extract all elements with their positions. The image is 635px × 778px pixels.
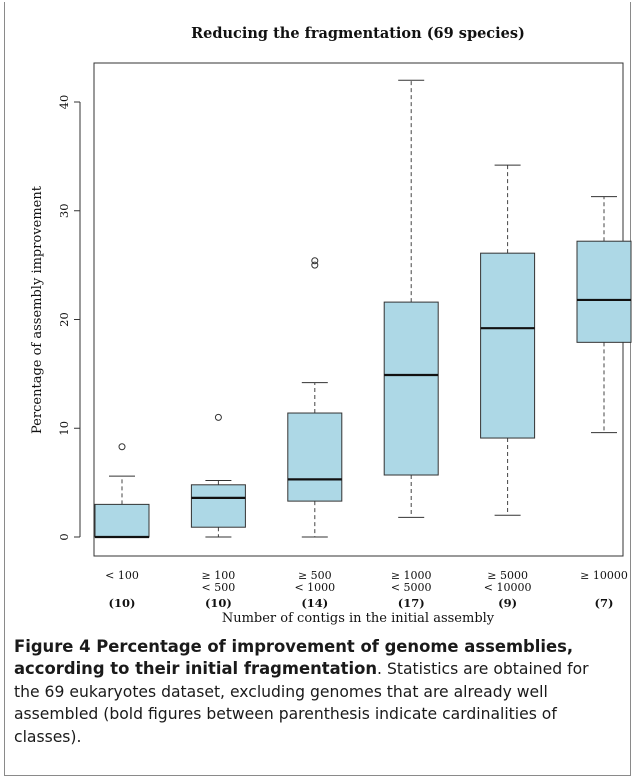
box-1	[94, 443, 150, 539]
box-iqr	[383, 301, 439, 476]
x-category-label-line2: < 500	[202, 581, 236, 594]
x-category-label: ≥ 1000	[391, 569, 432, 582]
box-3	[287, 257, 343, 538]
y-tick-label: 30	[57, 203, 71, 218]
box-iqr	[576, 240, 632, 343]
x-category-label: ≥ 5000	[487, 569, 528, 582]
y-tick-label: 10	[57, 421, 71, 436]
x-category-count: (17)	[398, 596, 425, 610]
box-iqr	[287, 412, 343, 502]
box-4	[383, 79, 439, 518]
outlier-point	[118, 443, 126, 451]
chart-title: Reducing the fragmentation (69 species)	[191, 25, 525, 42]
x-category-count: (7)	[595, 596, 614, 610]
caption-title: Figure 4 Percentage of improvement of ge…	[14, 637, 574, 679]
x-category-count: (14)	[301, 596, 328, 610]
x-category-label: ≥ 500	[298, 569, 332, 582]
x-category-label: ≥ 100	[202, 569, 236, 582]
x-category-label-line2: < 5000	[391, 581, 432, 594]
x-category-label: ≥ 10000	[580, 569, 628, 582]
outlier-point	[311, 261, 319, 269]
x-category-count: (9)	[498, 596, 517, 610]
x-axis-label: Number of contigs in the initial assembl…	[222, 611, 495, 626]
x-category-label-line2: < 1000	[294, 581, 335, 594]
x-category-count: (10)	[205, 596, 232, 610]
figure-caption: Figure 4 Percentage of improvement of ge…	[14, 636, 618, 748]
y-tick-label: 0	[57, 533, 71, 540]
y-axis: 0 10 20 30 40	[57, 95, 81, 541]
caption-text: . Statistics are obtained for the 69 euk…	[14, 660, 589, 746]
boxplot-chart: Reducing the fragmentation (69 species) …	[30, 25, 632, 626]
plot-area	[93, 62, 624, 557]
box-5	[480, 164, 536, 516]
x-category-label-line2: < 10000	[484, 581, 532, 594]
x-category-label: < 100	[105, 569, 139, 582]
box-iqr	[480, 252, 536, 439]
box-iqr	[190, 484, 246, 528]
y-tick-label: 40	[57, 95, 71, 110]
outlier-point	[311, 257, 319, 265]
box-iqr	[94, 503, 150, 538]
boxes	[94, 79, 632, 539]
y-tick-label: 20	[57, 312, 71, 327]
outlier-point	[214, 413, 222, 421]
box-6	[576, 196, 632, 434]
x-axis-categories: < 100 (10) ≥ 100< 500 (10) ≥ 500< 1000 (14) ≥ …	[105, 569, 628, 610]
y-axis-label: Percentage of assembly improvement	[30, 185, 45, 434]
x-category-count: (10)	[109, 596, 136, 610]
box-2	[190, 413, 246, 538]
